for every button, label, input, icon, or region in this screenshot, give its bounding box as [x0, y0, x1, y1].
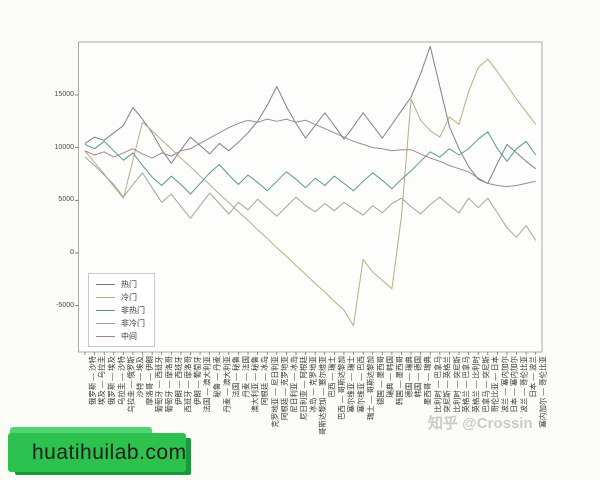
legend-item: 非冷门	[96, 318, 145, 328]
legend-line-sample	[96, 309, 115, 311]
x-tick-label: 乌拉圭 — 俄罗斯	[126, 356, 136, 413]
legend-item: 热门	[96, 279, 145, 289]
axes-box	[78, 41, 543, 353]
x-tick-label: 丹麦 — 澳大利亚	[222, 356, 232, 413]
legend-label: 冷门	[121, 292, 137, 302]
x-tick-label: 克罗地亚 — 尼日利亚	[270, 356, 280, 428]
legend-line-sample	[96, 322, 115, 324]
series-line-冷门	[84, 58, 537, 327]
legend-label: 非冷门	[121, 318, 145, 328]
y-tick-label: 5000	[58, 196, 74, 204]
x-tick-label: 韩国 — 墨西哥	[394, 356, 404, 406]
site-watermark-text: huatihuilab.com	[32, 440, 187, 464]
legend-item: 冷门	[96, 292, 145, 302]
x-tick-label: 瑞典 — 韩国	[385, 356, 395, 398]
x-tick-label: 沙特 — 埃及	[135, 356, 145, 398]
x-tick-label: 西班牙 — 摩洛哥	[183, 356, 193, 413]
x-tick-label: 德国 — 墨西哥	[375, 356, 385, 406]
x-tick-label: 伊朗 — 葡萄牙	[193, 356, 203, 406]
legend-item: 中间	[96, 331, 145, 341]
x-tick-label: 伊朗 — 西班牙	[174, 356, 184, 406]
site-badge-tab	[10, 427, 152, 436]
x-tick-label: 韩国 — 德国	[414, 356, 424, 398]
legend-label: 热门	[121, 279, 137, 289]
y-tick-label: 10000	[54, 143, 74, 151]
plot-area	[78, 42, 542, 352]
x-tick-label: 葡萄牙 — 摩洛哥	[164, 356, 174, 413]
legend-line-sample	[96, 296, 115, 298]
x-tick-label: 俄罗斯 — 埃及	[107, 356, 117, 406]
x-tick-label: 乌拉圭 — 沙特	[116, 356, 126, 406]
x-tick-label: 日本 — 波兰	[529, 356, 539, 398]
x-tick-label: 日本 — 塞内加尔	[509, 356, 519, 413]
chart-legend: 热门冷门非热门非冷门中间	[88, 273, 155, 347]
x-tick-label: 英格兰 — 比利时	[471, 356, 481, 413]
zhihu-watermark: 知乎 @Crossin	[428, 415, 533, 432]
x-tick-label: 塞尔维亚 — 巴西	[356, 356, 366, 413]
x-tick-label: 冰岛 — 克罗地亚	[308, 356, 318, 413]
x-tick-label: 比利时 — 突尼斯	[452, 356, 462, 413]
y-tick-label: 15000	[54, 90, 74, 98]
x-tick-label: 波兰 — 塞内加尔	[500, 356, 510, 413]
x-tick-label: 尼日利亚 — 阿根廷	[298, 356, 308, 421]
x-tick-label: 法国 — 澳大利亚	[203, 356, 213, 413]
x-tick-label: 瑞士 — 哥斯达黎加	[366, 356, 376, 421]
x-tick-label: 俄罗斯 — 沙特	[88, 356, 97, 406]
x-tick-label: 塞内加尔 — 哥伦比亚	[538, 356, 548, 428]
series-line-非冷门	[84, 156, 537, 241]
x-tick-label: 秘鲁 — 丹麦	[212, 356, 222, 398]
legend-item: 非热门	[96, 305, 145, 315]
x-tick-label: 德国 — 瑞典	[404, 356, 414, 398]
y-tick-label: 0	[70, 249, 74, 256]
x-tick-label: 丹麦 — 法国	[241, 356, 251, 398]
x-tick-label: 巴西 — 瑞士	[327, 356, 337, 398]
x-tick-label: 巴西 — 哥斯达黎加	[337, 356, 347, 421]
x-tick-label: 法国 — 秘鲁	[231, 356, 241, 398]
x-tick-label: 哥斯达黎加 — 塞尔维亚	[318, 356, 328, 436]
x-tick-label: 塞尔维亚 — 瑞士	[346, 356, 356, 413]
x-tick-label: 比利时 — 巴拿马	[433, 356, 443, 413]
legend-label: 非热门	[121, 305, 145, 315]
x-tick-label: 突尼斯 — 英格兰	[442, 356, 452, 413]
y-tick-label: -5000	[56, 301, 74, 309]
series-line-非热门	[84, 131, 537, 195]
x-tick-label: 阿根廷 — 冰岛	[260, 356, 270, 406]
x-tick-label: 波兰 — 哥伦比亚	[519, 356, 529, 413]
x-tick-label: 埃及 — 乌拉圭	[97, 356, 107, 406]
x-tick-label: 尼日利亚 — 冰岛	[289, 356, 299, 413]
x-tick-label: 阿根廷 — 克罗地亚	[279, 356, 289, 421]
legend-line-sample	[96, 335, 115, 337]
series-line-热门	[84, 45, 537, 184]
x-tick-label: 墨西哥 — 瑞典	[423, 356, 433, 406]
legend-label: 中间	[121, 331, 137, 341]
x-tick-label: 葡萄牙 — 西班牙	[155, 356, 165, 413]
x-tick-label: 巴拿马 — 突尼斯	[481, 356, 491, 413]
x-tick-label: 哥伦比亚 — 日本	[490, 356, 500, 413]
x-tick-label: 英格兰 — 巴拿马	[462, 356, 471, 413]
x-tick-label: 摩洛哥 — 伊朗	[145, 356, 155, 406]
x-tick-label: 澳大利亚 — 秘鲁	[251, 356, 261, 413]
site-watermark-badge: huatihuilab.com	[8, 433, 186, 472]
legend-line-sample	[96, 283, 115, 285]
series-line-中间	[84, 118, 536, 188]
